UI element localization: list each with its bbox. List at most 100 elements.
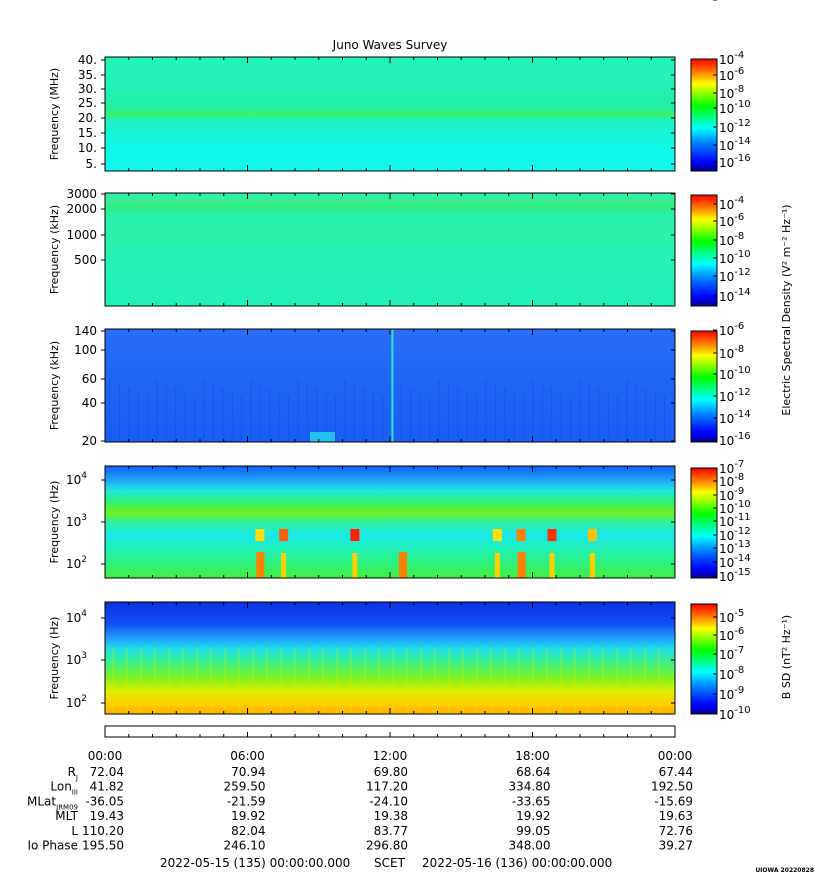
- y-tick-label: 20.: [78, 111, 97, 125]
- colorbar-tick-base: 10: [719, 688, 734, 702]
- y-tick-exponent: 2: [81, 555, 87, 565]
- colorbar-frame: [690, 194, 718, 307]
- ephemeris-label-subscript: III: [72, 789, 78, 797]
- ephemeris-value: -24.10: [369, 794, 408, 808]
- colorbar-tick-label: 10-5: [719, 608, 744, 625]
- whistler-burst: [547, 529, 557, 541]
- colorbar-tick-exponent: -10: [734, 499, 750, 510]
- colorbar-tick-exponent: -15: [734, 567, 750, 578]
- ephemeris-value: 41.82: [90, 780, 124, 794]
- colorbar-tick-base: 10: [719, 556, 734, 570]
- ephemeris-value: 68.64: [516, 765, 550, 779]
- ephemeris-label-text: L: [71, 824, 78, 838]
- colorbar-tick-base: 10: [719, 121, 734, 135]
- colorbar-tick-base: 10: [719, 570, 734, 584]
- ephemeris-value: -15.69: [654, 794, 693, 808]
- colorbar-tick-label: 10-14: [719, 409, 751, 426]
- ephemeris-row-label: MLT: [55, 809, 78, 823]
- colorbar-tick-base: 10: [719, 290, 734, 304]
- colorbar-tick-label: 10-12: [719, 267, 751, 284]
- colorbar-tick-label: 10-4: [719, 195, 744, 212]
- colorbar-tick-base: 10: [719, 708, 734, 722]
- magnetic-colorbar-label: B SD (nT² Hz⁻¹): [780, 615, 793, 699]
- colorbar-tick-base: 10: [719, 270, 734, 284]
- time-tick-label: 06:00: [230, 749, 265, 763]
- whistler-burst: [587, 529, 597, 541]
- colorbar-tick-exponent: -7: [734, 459, 744, 470]
- colorbar: [691, 195, 717, 306]
- y-tick-exponent: 4: [81, 471, 87, 481]
- colorbar-tick-base: 10: [719, 324, 734, 338]
- colorbar-tick-base: 10: [719, 53, 734, 67]
- y-tick-label: 60: [82, 372, 97, 386]
- footer-end-time: 2022-05-16 (136) 00:00:00.000: [422, 856, 612, 870]
- ephemeris-value: 67.44: [659, 765, 693, 779]
- colorbar-tick-label: 10-15: [719, 567, 751, 584]
- whistler-burst-low: [589, 553, 595, 578]
- colorbar-tick-exponent: -5: [734, 608, 744, 619]
- ephemeris-row-label: L: [71, 824, 78, 838]
- y-tick-exponent: 2: [81, 694, 87, 704]
- ephemeris-value: 72.76: [659, 824, 693, 838]
- colorbar-tick-label: 10-9: [719, 486, 744, 503]
- colorbar-tick-exponent: -14: [734, 553, 750, 564]
- colorbar-tick-base: 10: [719, 102, 734, 116]
- colorbar-tick-exponent: -16: [734, 153, 750, 164]
- whistler-burst-low: [549, 553, 555, 578]
- spectrogram-image: [105, 602, 675, 714]
- colorbar-tick-base: 10: [719, 198, 734, 212]
- colorbar-frame: [690, 58, 718, 172]
- ephemeris-value: 19.43: [90, 809, 124, 823]
- colorbar-tick-base: 10: [719, 629, 734, 643]
- time-tick-label: 18:00: [515, 749, 550, 763]
- y-tick-exponent: 4: [81, 609, 87, 619]
- colorbar-tick-base: 10: [719, 368, 734, 382]
- colorbar-tick-exponent: -4: [734, 195, 744, 206]
- ephemeris-row-label: Io Phase: [27, 839, 78, 853]
- colorbar-tick-exponent: -11: [734, 512, 750, 523]
- ephemeris-value: 259.50: [224, 780, 266, 794]
- colorbar-tick-exponent: -6: [734, 66, 744, 77]
- colorbar-tick-label: 10-13: [719, 539, 751, 556]
- colorbar-tick-exponent: -6: [734, 626, 744, 637]
- ephemeris-value: 19.38: [374, 809, 408, 823]
- ephemeris-value: 296.80: [366, 839, 408, 853]
- y-tick-label: 103: [66, 651, 87, 667]
- low-freq-burst: [517, 552, 526, 578]
- colorbar-tick-base: 10: [719, 489, 734, 503]
- colorbar-tick-exponent: -10: [734, 365, 750, 376]
- ephemeris-value: 348.00: [509, 839, 551, 853]
- colorbar-tick-label: 10-14: [719, 287, 751, 304]
- ephemeris-row-label: RJ: [68, 765, 78, 782]
- colorbar-tick-label: 10-11: [719, 512, 751, 529]
- colorbar-tick-exponent: -8: [734, 84, 744, 95]
- colorbar-tick-base: 10: [719, 668, 734, 682]
- colorbar-frame: [690, 330, 718, 443]
- y-tick-label: 500: [74, 253, 97, 267]
- colorbar-tick-exponent: -8: [734, 231, 744, 242]
- colorbar-tick-exponent: -8: [734, 665, 744, 676]
- y-axis-label: Frequency (Hz): [48, 481, 61, 564]
- colorbar: [691, 604, 717, 714]
- colorbar-tick-base: 10: [719, 252, 734, 266]
- y-tick-label: 35.: [78, 68, 97, 82]
- y-tick-label: 100: [74, 343, 97, 357]
- footer-start-time: 2022-05-15 (135) 00:00:00.000: [160, 856, 350, 870]
- colorbar-tick-label: 10-6: [719, 66, 744, 83]
- time-tick-label: 00:00: [658, 749, 693, 763]
- whistler-burst-low: [352, 553, 358, 578]
- colorbar-tick-label: 10-14: [719, 553, 751, 570]
- ephemeris-value: -36.05: [85, 794, 124, 808]
- ephemeris-value: 246.10: [224, 839, 266, 853]
- colorbar-tick-base: 10: [719, 648, 734, 662]
- colorbar-tick-base: 10: [719, 87, 734, 101]
- y-axis-label: Frequency (kHz): [48, 341, 61, 430]
- ephemeris-value: 83.77: [374, 824, 408, 838]
- colorbar-tick-exponent: -14: [734, 136, 750, 147]
- colorbar-tick-label: 10-6: [719, 212, 744, 229]
- panel1: 40.35.30.25.20.15.10. 5. Frequency (MHz) 10…: [48, 50, 751, 172]
- colorbar-tick-label: 10-16: [719, 153, 751, 170]
